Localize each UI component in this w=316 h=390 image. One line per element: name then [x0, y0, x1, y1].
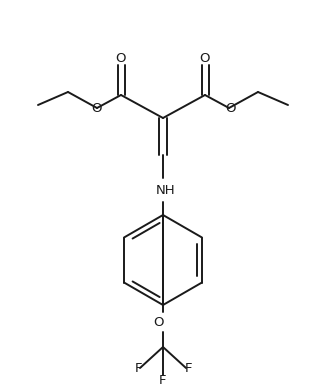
- Text: F: F: [159, 374, 167, 386]
- Text: F: F: [134, 362, 142, 376]
- Text: NH: NH: [156, 184, 176, 197]
- Text: F: F: [184, 362, 192, 376]
- Text: O: O: [225, 101, 235, 115]
- Text: O: O: [116, 51, 126, 64]
- Text: O: O: [154, 316, 164, 328]
- Text: O: O: [91, 101, 101, 115]
- Text: O: O: [200, 51, 210, 64]
